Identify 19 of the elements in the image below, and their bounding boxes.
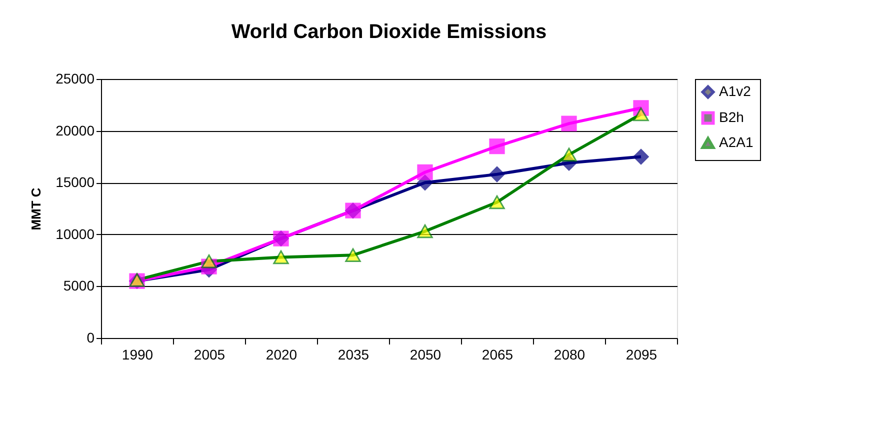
y-tick-label: 0	[86, 330, 95, 346]
x-tick-label: 2080	[554, 346, 586, 362]
y-tick-label: 15000	[56, 174, 95, 190]
y-tick-label: 10000	[56, 226, 95, 242]
y-tick-label: 20000	[56, 122, 95, 138]
legend-label: B2h	[719, 109, 744, 125]
chart-title: World Carbon Dioxide Emissions	[231, 21, 547, 43]
x-tick-label: 2065	[482, 346, 514, 362]
x-tick-label: 2020	[266, 346, 298, 362]
x-tick-label: 2005	[194, 346, 226, 362]
x-tick-label: 2050	[410, 346, 442, 362]
x-tick-label: 2095	[626, 346, 658, 362]
legend-label: A2A1	[719, 134, 754, 150]
y-tick-label: 25000	[56, 70, 95, 86]
x-tick-label: 1990	[122, 346, 154, 362]
y-tick-label: 5000	[63, 278, 95, 294]
legend-label: A1v2	[719, 83, 752, 99]
y-axis-title: MMT C	[28, 187, 44, 230]
x-tick-label: 2035	[338, 346, 370, 362]
